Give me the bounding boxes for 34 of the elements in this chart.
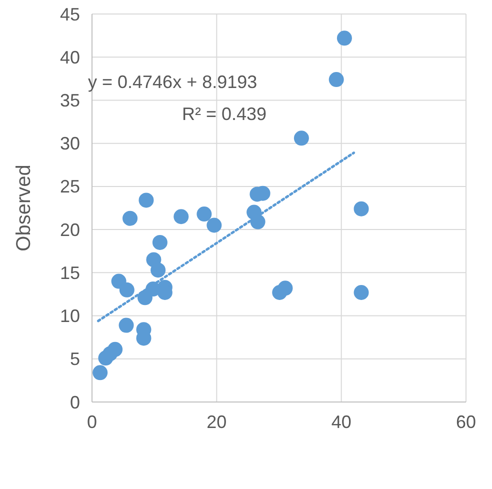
y-tick-label: 20 [60,220,80,240]
y-tick-label: 0 [70,392,80,412]
x-tick-label: 60 [456,412,476,432]
point [174,209,189,224]
x-tick-label: 20 [206,412,227,432]
y-axis-title: Observed [13,164,35,252]
y-tick-label: 45 [60,4,80,24]
point [122,210,138,226]
point [138,192,154,208]
annotation: y = 0.4746x + 8.9193 [88,72,258,92]
point [108,342,123,357]
point [278,280,293,296]
point [294,130,309,146]
point [328,72,344,88]
y-tick-label: 35 [60,90,80,111]
point [92,365,108,380]
y-tick-label: 5 [70,349,80,370]
y-tick-label: 15 [60,262,80,283]
y-tick-label: 40 [60,47,80,68]
point [150,262,166,278]
point [336,30,352,46]
y-tick-label: 30 [60,134,80,154]
x-tick-label: 0 [86,412,98,432]
y-tick-label: 25 [60,176,80,197]
point [196,206,212,222]
point [206,218,222,233]
point [152,234,168,250]
point [118,318,134,333]
point [354,285,369,300]
point [119,282,134,298]
x-tick-label: 40 [331,412,352,432]
annotation: R² = 0.439 [182,104,267,124]
y-tick-label: 10 [60,306,80,326]
point [354,201,369,216]
